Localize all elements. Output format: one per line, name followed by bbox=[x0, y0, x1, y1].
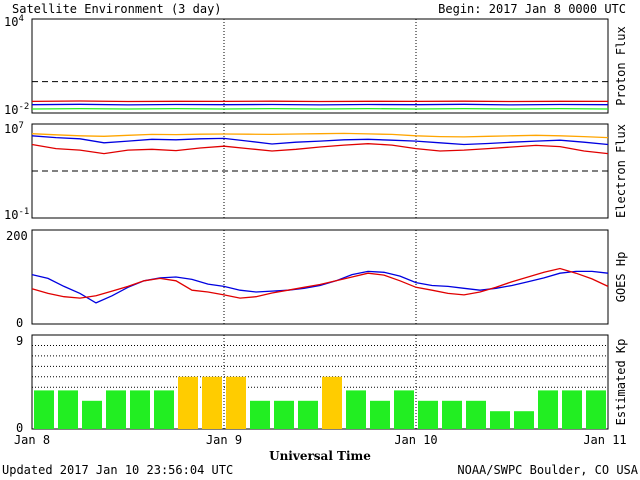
begin-label: Begin: 2017 Jan 8 0000 UTC bbox=[438, 2, 626, 16]
kp-bar-20 bbox=[490, 411, 510, 429]
kp-bar-12 bbox=[298, 400, 318, 429]
kp-bar-7 bbox=[178, 376, 198, 429]
hp-ytick-bottom: 0 bbox=[16, 316, 23, 330]
kp-bar-15 bbox=[370, 400, 390, 429]
kp-bar-13 bbox=[322, 376, 342, 429]
kp-bars bbox=[32, 344, 608, 429]
day-divider-lines bbox=[223, 19, 417, 429]
x-axis-label: Universal Time bbox=[269, 449, 371, 463]
goes-hp-ylabel: GOES Hp bbox=[614, 252, 628, 303]
electron-ytick-bottom: 10-1 bbox=[4, 207, 29, 222]
goes-hp-panel bbox=[31, 229, 609, 325]
goes_hp-series-red bbox=[31, 267, 609, 299]
proton-ytick-top: 104 bbox=[4, 14, 24, 29]
proton-ytick-bottom: 10-2 bbox=[4, 102, 29, 117]
kp-bar-9 bbox=[226, 376, 246, 429]
kp-bar-5 bbox=[130, 390, 150, 429]
electron-flux-ylabel: Electron Flux bbox=[614, 124, 628, 218]
kp-bar-18 bbox=[442, 400, 462, 429]
kp-bar-22 bbox=[538, 390, 558, 429]
kp-panel bbox=[31, 334, 609, 430]
kp-bar-19 bbox=[466, 400, 486, 429]
proton-series-blue bbox=[31, 103, 609, 106]
kp-bar-21 bbox=[514, 411, 534, 429]
xtick-jan-10: Jan 10 bbox=[394, 433, 437, 447]
kp-ytick-bottom: 0 bbox=[16, 421, 23, 435]
electron-series-red bbox=[31, 143, 609, 155]
electron-flux-series bbox=[31, 132, 609, 172]
proton-series-red bbox=[31, 100, 609, 103]
kp-ytick-top: 9 bbox=[16, 334, 23, 348]
updated-timestamp: Updated 2017 Jan 10 23:56:04 UTC bbox=[2, 463, 233, 477]
electron-flux-panel bbox=[31, 123, 609, 219]
electron-series-blue bbox=[31, 135, 609, 146]
kp-bar-4 bbox=[106, 390, 126, 429]
kp-bar-8 bbox=[202, 376, 222, 429]
electron-ytick-top: 107 bbox=[4, 121, 24, 136]
goes-hp-series bbox=[31, 267, 609, 304]
kp-bar-14 bbox=[346, 390, 366, 429]
kp-bar-2 bbox=[58, 390, 78, 429]
hp-ytick-top: 200 bbox=[6, 229, 28, 243]
kp-bar-6 bbox=[154, 390, 174, 429]
kp-bar-16 bbox=[394, 390, 414, 429]
xtick-jan-11: Jan 11 bbox=[583, 433, 626, 447]
estimated-kp-ylabel: Estimated Kp bbox=[614, 339, 628, 426]
kp-bar-24 bbox=[586, 390, 606, 429]
goes_hp-series-blue bbox=[31, 270, 609, 304]
proton-flux-ylabel: Proton Flux bbox=[614, 26, 628, 105]
kp-bar-1 bbox=[34, 390, 54, 429]
chart-title: Satellite Environment (3 day) bbox=[12, 2, 222, 16]
proton-flux-series bbox=[31, 81, 609, 110]
xtick-jan-9: Jan 9 bbox=[206, 433, 242, 447]
proton-flux-panel bbox=[31, 18, 609, 114]
kp-bar-23 bbox=[562, 390, 582, 429]
kp-bar-3 bbox=[82, 400, 102, 429]
kp-bar-11 bbox=[274, 400, 294, 429]
credit-label: NOAA/SWPC Boulder, CO USA bbox=[457, 463, 638, 477]
xtick-jan-8: Jan 8 bbox=[14, 433, 50, 447]
kp-bar-17 bbox=[418, 400, 438, 429]
electron-series-orange bbox=[31, 132, 609, 139]
kp-bar-10 bbox=[250, 400, 270, 429]
